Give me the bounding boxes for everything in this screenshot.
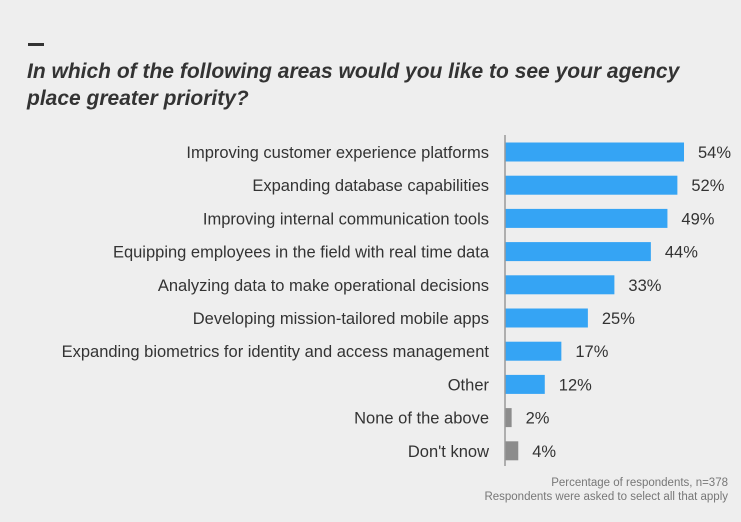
footnote-sample: Percentage of respondents, n=378 [551,477,728,489]
bar [505,275,615,295]
category-label: Don't know [408,443,489,461]
data-label: 33% [628,277,661,295]
category-label: Expanding database capabilities [252,177,489,195]
category-label: Other [448,376,490,394]
bar [505,208,668,228]
bar [505,175,678,195]
data-label: 4% [532,443,556,461]
bar [505,408,512,428]
category-label: Equipping employees in the field with re… [113,244,490,262]
bar [505,142,685,162]
title-accent-dash [28,43,44,46]
category-label: Analyzing data to make operational decis… [158,277,489,295]
footnote-select-all: Respondents were asked to select all tha… [484,491,728,503]
data-label: 25% [602,310,635,328]
bar [505,441,519,461]
category-label: None of the above [354,410,489,428]
data-label: 54% [698,144,731,162]
bar [505,341,562,361]
bar [505,242,651,262]
category-label: Improving internal communication tools [203,210,489,228]
data-label: 12% [559,376,592,394]
chart-title: In which of the following areas would yo… [27,60,680,110]
data-label: 52% [691,177,724,195]
data-label: 49% [681,210,714,228]
bar [505,308,588,328]
data-label: 2% [526,410,550,428]
category-label: Developing mission-tailored mobile apps [193,310,489,328]
data-label: 44% [665,244,698,262]
data-label: 17% [575,343,608,361]
category-label: Expanding biometrics for identity and ac… [62,343,490,361]
bar [505,374,545,394]
category-label: Improving customer experience platforms [186,144,489,162]
